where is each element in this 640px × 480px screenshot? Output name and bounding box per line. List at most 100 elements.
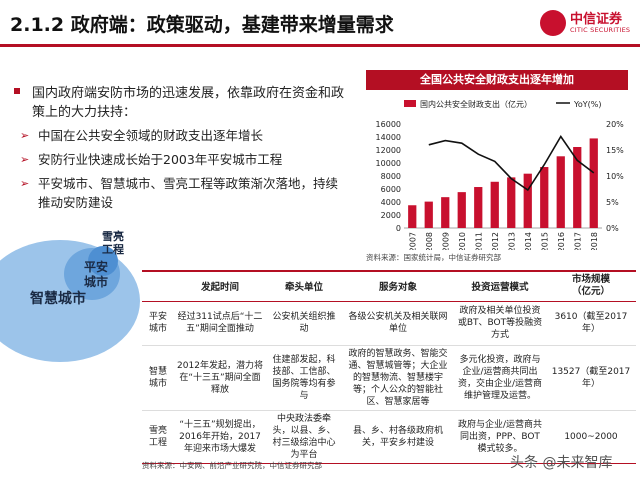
x-tick-label: 2010 bbox=[458, 232, 467, 250]
table-cell: 政府的智慧政务、智能交通、智慧城管等；大企业的智慧物流、智慧楼宇等；个人公众的智… bbox=[342, 345, 454, 411]
chart-source: 资料来源：国家统计局，中信证券研究部 bbox=[366, 253, 501, 262]
arrow-icon: ➢ bbox=[20, 153, 30, 166]
logo-en-text: CITIC SECURITIES bbox=[570, 26, 631, 34]
legend-line-label: YoY(%) bbox=[573, 100, 601, 109]
watermark: 头条 @未来智库 bbox=[510, 455, 613, 471]
table-cell: 政府与企业/运营商共同出资，PPP、BOT模式较多。 bbox=[454, 410, 546, 464]
y-tick-label: 6000 bbox=[381, 185, 401, 194]
bar bbox=[507, 177, 516, 228]
x-tick-label: 2015 bbox=[540, 232, 549, 250]
x-tick-label: 2009 bbox=[441, 232, 450, 250]
table-header-cell: 牵头单位 bbox=[266, 270, 342, 302]
y2-tick-label: 5% bbox=[606, 198, 619, 207]
table-header-cell: 投资运营模式 bbox=[454, 270, 546, 302]
y-tick-label: 0 bbox=[396, 224, 401, 233]
bar bbox=[457, 192, 466, 228]
table-cell: 公安机关组织推动 bbox=[266, 301, 342, 346]
bar bbox=[523, 173, 532, 228]
y-tick-label: 8000 bbox=[381, 172, 401, 181]
y-tick-label: 10000 bbox=[376, 159, 401, 168]
legend-bar-swatch bbox=[404, 100, 416, 107]
bar bbox=[424, 201, 433, 228]
x-tick-label: 2008 bbox=[425, 232, 434, 250]
table-header-cell: 服务对象 bbox=[342, 270, 454, 302]
table-cell: 1000~2000 bbox=[546, 410, 636, 464]
table-cell: 智慧 城市 bbox=[142, 345, 174, 411]
x-tick-label: 2007 bbox=[408, 232, 417, 250]
venn-outer-label: 智慧城市 bbox=[30, 291, 86, 307]
bar bbox=[441, 197, 450, 228]
x-tick-label: 2018 bbox=[590, 232, 599, 250]
y-tick-label: 14000 bbox=[376, 133, 401, 142]
table-cell: 雪亮 工程 bbox=[142, 410, 174, 464]
venn-inner-circle bbox=[88, 246, 118, 276]
table-cell: 中央政法委牵头，以县、乡、村三级综治中心为平台 bbox=[266, 410, 342, 464]
table-header-cell: 市场规模 （亿元） bbox=[546, 270, 636, 302]
chart-container: 国内公共安全财政支出（亿元） YoY(%) 0 2000 4000 6000 8000 100… bbox=[360, 92, 638, 252]
table-cell: 县、乡、村各级政府机关，平安乡村建设 bbox=[342, 410, 454, 464]
page-title: 2.1.2 政府端：政策驱动，基建带来增量需求 bbox=[10, 14, 394, 36]
bullet-square-icon bbox=[14, 88, 20, 94]
table-header-cell bbox=[142, 270, 174, 302]
bar bbox=[474, 187, 483, 228]
y-tick-label: 4000 bbox=[381, 198, 401, 207]
y2-tick-label: 15% bbox=[606, 146, 624, 155]
arrow-icon: ➢ bbox=[20, 177, 30, 190]
y-tick-label: 16000 bbox=[376, 120, 401, 129]
x-tick-label: 2013 bbox=[507, 232, 516, 250]
bar bbox=[556, 156, 565, 228]
y-tick-label: 2000 bbox=[381, 211, 401, 220]
table-cell: 13527（截至2017年） bbox=[546, 345, 636, 411]
x-tick-label: 2012 bbox=[491, 232, 500, 250]
legend-bar-label: 国内公共安全财政支出（亿元） bbox=[420, 99, 532, 109]
venn-diagram: 智慧城市 平安 城市 雪亮 工程 bbox=[0, 226, 150, 362]
table-source: 资料来源：中安网、前沿产业研究院，中信证券研究部 bbox=[142, 461, 322, 470]
citic-logo-icon bbox=[540, 10, 566, 36]
table-cell: 住建部发起，科技部、工信部、国务院等均有参与 bbox=[266, 345, 342, 411]
point-2: ➢ 安防行业快速成长始于2003年平安城市工程 bbox=[20, 150, 338, 169]
table-header-cell: 发起时间 bbox=[174, 270, 266, 302]
point-1: ➢ 中国在公共安全领域的财政支出逐年增长 bbox=[20, 126, 338, 145]
intro-text: 国内政府端安防市场的迅速发展，依靠政府在资金和政策上的大力扶持： bbox=[32, 86, 345, 120]
point-3: ➢ 平安城市、智慧城市、雪亮工程等政策渐次落地，持续推动安防建设 bbox=[20, 174, 339, 212]
x-tick-label: 2014 bbox=[524, 232, 533, 250]
bar bbox=[408, 205, 417, 228]
title-rule bbox=[0, 44, 640, 47]
point-2-text: 安防行业快速成长始于2003年平安城市工程 bbox=[38, 152, 283, 167]
y2-tick-label: 0% bbox=[606, 224, 619, 233]
policy-table: 发起时间 牵头单位 服务对象 投资运营模式 市场规模 （亿元） 平安 城市 经过… bbox=[142, 270, 636, 464]
venn-middle-label: 平安 城市 bbox=[84, 260, 109, 289]
x-tick-label: 2011 bbox=[474, 232, 483, 250]
bar bbox=[540, 167, 549, 228]
x-tick-label: 2016 bbox=[557, 232, 566, 250]
y2-tick-label: 20% bbox=[606, 120, 624, 129]
table-cell: 各级公安机关及相关联网单位 bbox=[342, 301, 454, 346]
table-cell: 政府及相关单位投资或BT、BOT等投融资方式 bbox=[454, 301, 546, 346]
table-row: 平安 城市 经过311试点后“十二五”期间全面推动 公安机关组织推动 各级公安机… bbox=[142, 301, 636, 346]
bar bbox=[490, 181, 499, 228]
venn-inner-label: 雪亮 工程 bbox=[102, 230, 124, 256]
y2-tick-label: 10% bbox=[606, 172, 624, 181]
table-cell: 2012年发起，潜力将在“十三五”期间全面释放 bbox=[174, 345, 266, 411]
table-cell: “十三五”规划提出，2016年开始，2017年迎来市场大爆发 bbox=[174, 410, 266, 464]
table-cell: 多元化投资，政府与企业/运营商共同出资，交由企业/运营商维护管理及运营。 bbox=[454, 345, 546, 411]
x-tick-label: 2017 bbox=[573, 232, 582, 250]
yoy-line bbox=[428, 135, 595, 192]
table-cell: 平安 城市 bbox=[142, 301, 174, 346]
table-row: 雪亮 工程 “十三五”规划提出，2016年开始，2017年迎来市场大爆发 中央政… bbox=[142, 410, 636, 464]
arrow-icon: ➢ bbox=[20, 129, 30, 142]
chart-header: 全国公共安全财政支出逐年增加 bbox=[366, 70, 628, 90]
point-3-text: 平安城市、智慧城市、雪亮工程等政策渐次落地，持续推动安防建设 bbox=[38, 176, 339, 210]
table-header-row: 发起时间 牵头单位 服务对象 投资运营模式 市场规模 （亿元） bbox=[142, 270, 636, 302]
y-tick-label: 12000 bbox=[376, 146, 401, 155]
table-row: 智慧 城市 2012年发起，潜力将在“十三五”期间全面释放 住建部发起，科技部、… bbox=[142, 345, 636, 411]
header: 2.1.2 政府端：政策驱动，基建带来增量需求 中信证券 CITIC SECUR… bbox=[0, 0, 640, 44]
table-cell: 经过311试点后“十二五”期间全面推动 bbox=[174, 301, 266, 346]
bar bbox=[589, 138, 598, 228]
chart-svg: 国内公共安全财政支出（亿元） YoY(%) 0 2000 4000 6000 8000 100… bbox=[376, 99, 625, 252]
table-cell: 3610（截至2017年） bbox=[546, 301, 636, 346]
bar bbox=[573, 147, 582, 228]
logo-cn-text: 中信证券 bbox=[570, 12, 623, 27]
citic-logo: 中信证券 CITIC SECURITIES bbox=[540, 8, 636, 40]
point-1-text: 中国在公共安全领域的财政支出逐年增长 bbox=[38, 128, 264, 143]
